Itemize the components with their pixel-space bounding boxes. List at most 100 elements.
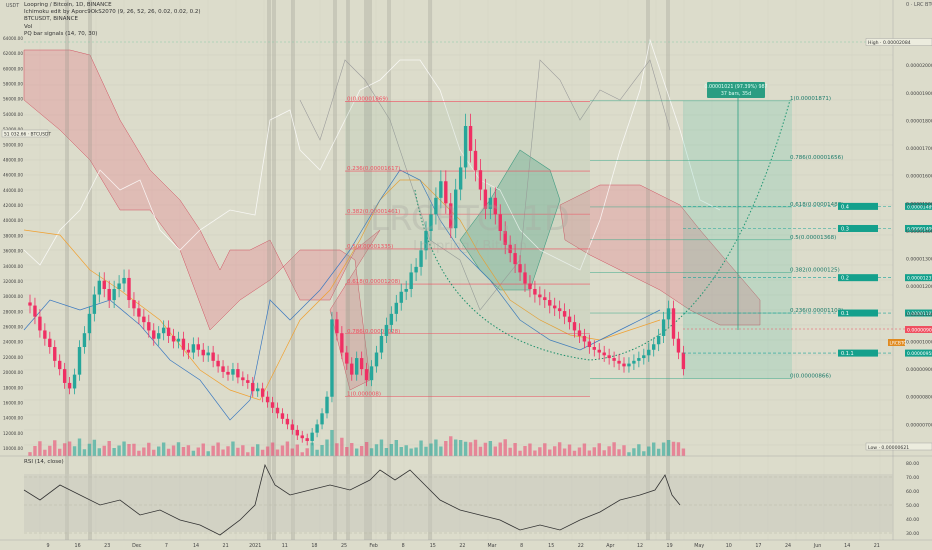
volume-bar [142,447,146,456]
left-axis-tick: 62000.00 [3,51,23,56]
volume-bar [211,445,215,456]
x-axis-tick: May [694,543,704,549]
volume-bar [62,443,67,456]
candle-body [33,305,37,317]
candle-body [394,302,398,314]
volume-bar [152,449,156,456]
volume-bar [602,450,606,456]
volume-bar [33,446,37,456]
volume-bar [117,445,121,456]
candle-body [161,327,166,334]
right-axis-tick: 0.00000700 [906,422,932,428]
rsi-tick: 40.00 [906,517,919,523]
x-axis-tick: Dec [132,543,142,549]
candle-body [468,125,473,151]
left-axis-tick: 26000.00 [3,325,23,330]
signal-band [364,0,368,540]
volume-bar [468,442,473,456]
left-axis-tick: 14000.00 [3,416,23,421]
candle-body [87,313,92,334]
x-axis-tick: 24 [785,543,791,549]
candle-body [186,349,191,353]
candle-body [557,308,562,312]
legend-compare: BTCUSDT, BINANCE [24,16,78,23]
candle-body [92,294,97,314]
volume-bar [666,440,671,456]
target-price-badge [905,202,932,210]
volume-bar [582,443,587,456]
candle-body [285,418,290,425]
volume-bar [488,441,493,456]
left-badge: 51 032.66 · BTCUSDT [4,132,51,138]
position-line1: 0.00001021 (97.39%) 987 [704,84,767,90]
candle-body [652,344,656,350]
candle-body [315,424,319,433]
volume-bar [394,440,398,456]
volume-bar [196,447,200,456]
candle-body [518,264,522,273]
volume-bar [82,449,87,456]
volume-bars [28,430,686,456]
signal-band [346,0,350,540]
target-tag [838,309,878,317]
fib-right-label: 0.236(0.00001103) [790,308,843,314]
volume-bar [607,446,611,456]
signal-band [387,0,391,540]
volume-bar [538,447,542,456]
candle-body [280,413,285,419]
volume-bar [260,449,265,456]
volume-bar [58,448,62,456]
legend-vol: Vol [24,23,33,30]
x-axis-tick: Feb [369,543,378,549]
volume-bar [587,450,592,456]
x-axis-tick: 15 [430,543,436,549]
volume-bar [434,439,438,456]
watermark-sub: Loopring / Bitcoin [413,239,527,254]
candles [28,113,686,446]
volume-bar [320,445,324,456]
candle-body [226,371,230,375]
x-axis-tick: 14 [193,543,199,549]
volume-bar [414,447,418,456]
volume-bar [275,449,280,456]
target-price-value: 0.00001103 [907,311,932,317]
volume-bar [171,445,176,456]
volume-bar [290,448,295,456]
x-axis-tick: 22 [459,543,465,549]
candle-body [572,322,577,331]
volume-bar [246,452,250,456]
position-line2: 37 bars, 35d [721,91,751,97]
volume-bar [350,443,354,456]
signal-band [267,0,271,540]
candle-body [424,230,428,251]
candle-body [528,283,532,289]
candle-body [389,313,394,325]
candle-body [340,333,344,353]
right-axis-tick: 0.00001500 [906,201,932,207]
candle-body [53,347,57,361]
volume-bar [617,449,621,456]
rsi-tick: 50.00 [906,503,919,509]
candle-body [142,316,146,323]
candle-body [28,302,32,306]
volume-bar [449,436,453,456]
fib-right-label: 0.382(0.0000125) [790,267,840,273]
candle-body [196,344,200,350]
candle-body [216,360,220,367]
rsi-pane: 80.00 70.00 60.00 50.00 40.00 30.00 [0,455,932,537]
left-axis-tick: 22000.00 [3,355,23,360]
left-axis-tick: 18000.00 [3,385,23,390]
left-axis-tick: 52000.00 [3,127,23,132]
candle-body [671,308,676,339]
candle-body [503,230,507,245]
fib-level-label: 0.236(0.00001617) [347,166,400,172]
position-label-box [707,82,765,98]
fib-right-label: 0(0.00000866) [790,374,831,380]
volume-bar [493,446,497,456]
fib-right-label: 1(0.00001871) [790,96,831,102]
volume-bar [43,449,47,456]
volume-bar [72,446,77,456]
volume-bar [429,443,433,456]
